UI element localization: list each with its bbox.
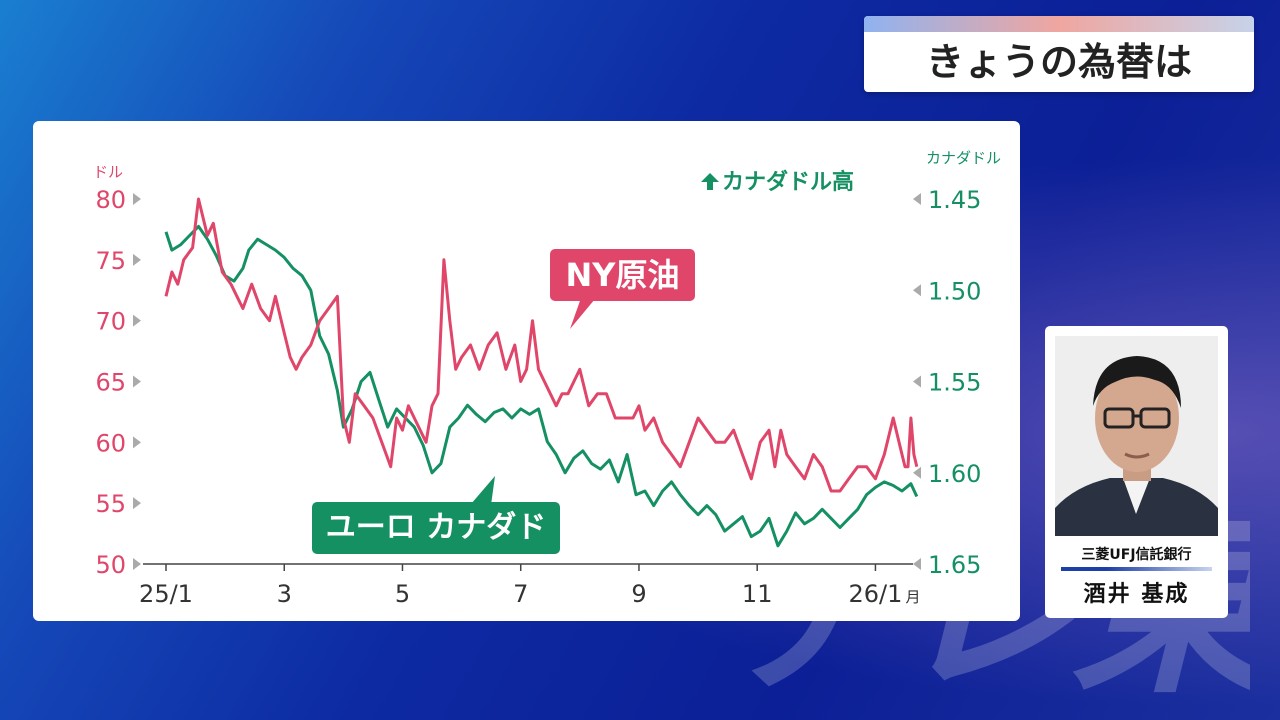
name-underline: [1061, 567, 1212, 571]
person-photo: [1055, 336, 1218, 536]
eur-cad-callout-pointer: [471, 476, 495, 505]
y-left-tick-arrow-icon: [133, 497, 141, 510]
y-left-tick-label: 65: [95, 369, 126, 397]
title-box: きょうの為替は: [864, 16, 1254, 92]
y-right-axis-label: カナダドル: [926, 149, 1001, 167]
person-name: 酒井 基成: [1083, 582, 1190, 607]
y-left-tick-arrow-icon: [133, 375, 141, 388]
y-right-tick-label: 1.45: [928, 186, 981, 214]
y-left-tick-label: 75: [95, 247, 126, 275]
y-right-tick-arrow-icon: [913, 193, 921, 205]
ny-oil-callout-pointer: [570, 298, 595, 329]
y-right-tick-label: 1.55: [928, 369, 981, 397]
y-left-tick-label: 55: [95, 490, 126, 518]
y-right-tick-arrow-icon: [913, 466, 921, 479]
up-arrow-icon: [701, 173, 719, 190]
cad-strong-annotation: カナダドル高: [722, 169, 854, 195]
eur-cad-label: ユーロ カナダドル: [312, 502, 560, 597]
x-tick-label: 26/1: [848, 580, 902, 608]
y-left-axis-label: ドル: [93, 163, 123, 181]
y-right-tick-arrow-icon: [913, 284, 921, 297]
y-right-tick-label: 1.60: [928, 460, 981, 488]
x-tick-label: 25/1: [139, 580, 193, 608]
y-left-tick-label: 80: [95, 186, 126, 214]
ny-oil-label: NY原油: [550, 249, 695, 301]
x-tick-label: 9: [631, 580, 646, 608]
person-silhouette-icon: [1055, 336, 1218, 536]
x-tick-label: 11: [742, 580, 773, 608]
y-right-tick-arrow-icon: [913, 375, 921, 388]
y-left-tick-label: 70: [95, 308, 126, 336]
y-left-tick-arrow-icon: [133, 314, 141, 327]
y-left-tick-label: 60: [95, 429, 126, 457]
x-tick-label: 7: [513, 580, 528, 608]
y-right-tick-label: 1.65: [928, 551, 981, 579]
y-left-tick-arrow-icon: [133, 436, 141, 449]
eur-cad-line: [164, 224, 919, 548]
y-left-tick-arrow-icon: [133, 253, 141, 266]
person-company: 三菱UFJ信託銀行: [1081, 547, 1192, 563]
y-right-tick-arrow-icon: [913, 558, 921, 570]
person-card: 三菱UFJ信託銀行 酒井 基成: [1045, 326, 1228, 618]
y-right-tick-label: 1.50: [928, 277, 981, 305]
y-left-tick-arrow-icon: [133, 193, 141, 205]
y-left-tick-arrow-icon: [133, 558, 141, 570]
x-tick-label: 3: [277, 580, 292, 608]
y-left-tick-label: 50: [95, 551, 126, 579]
page-title: きょうの為替は: [925, 40, 1192, 84]
title-accent-bar: [864, 16, 1254, 32]
x-unit-label: 月: [905, 588, 920, 606]
x-tick-label: 5: [395, 580, 410, 608]
ny-oil-line: [164, 197, 919, 493]
